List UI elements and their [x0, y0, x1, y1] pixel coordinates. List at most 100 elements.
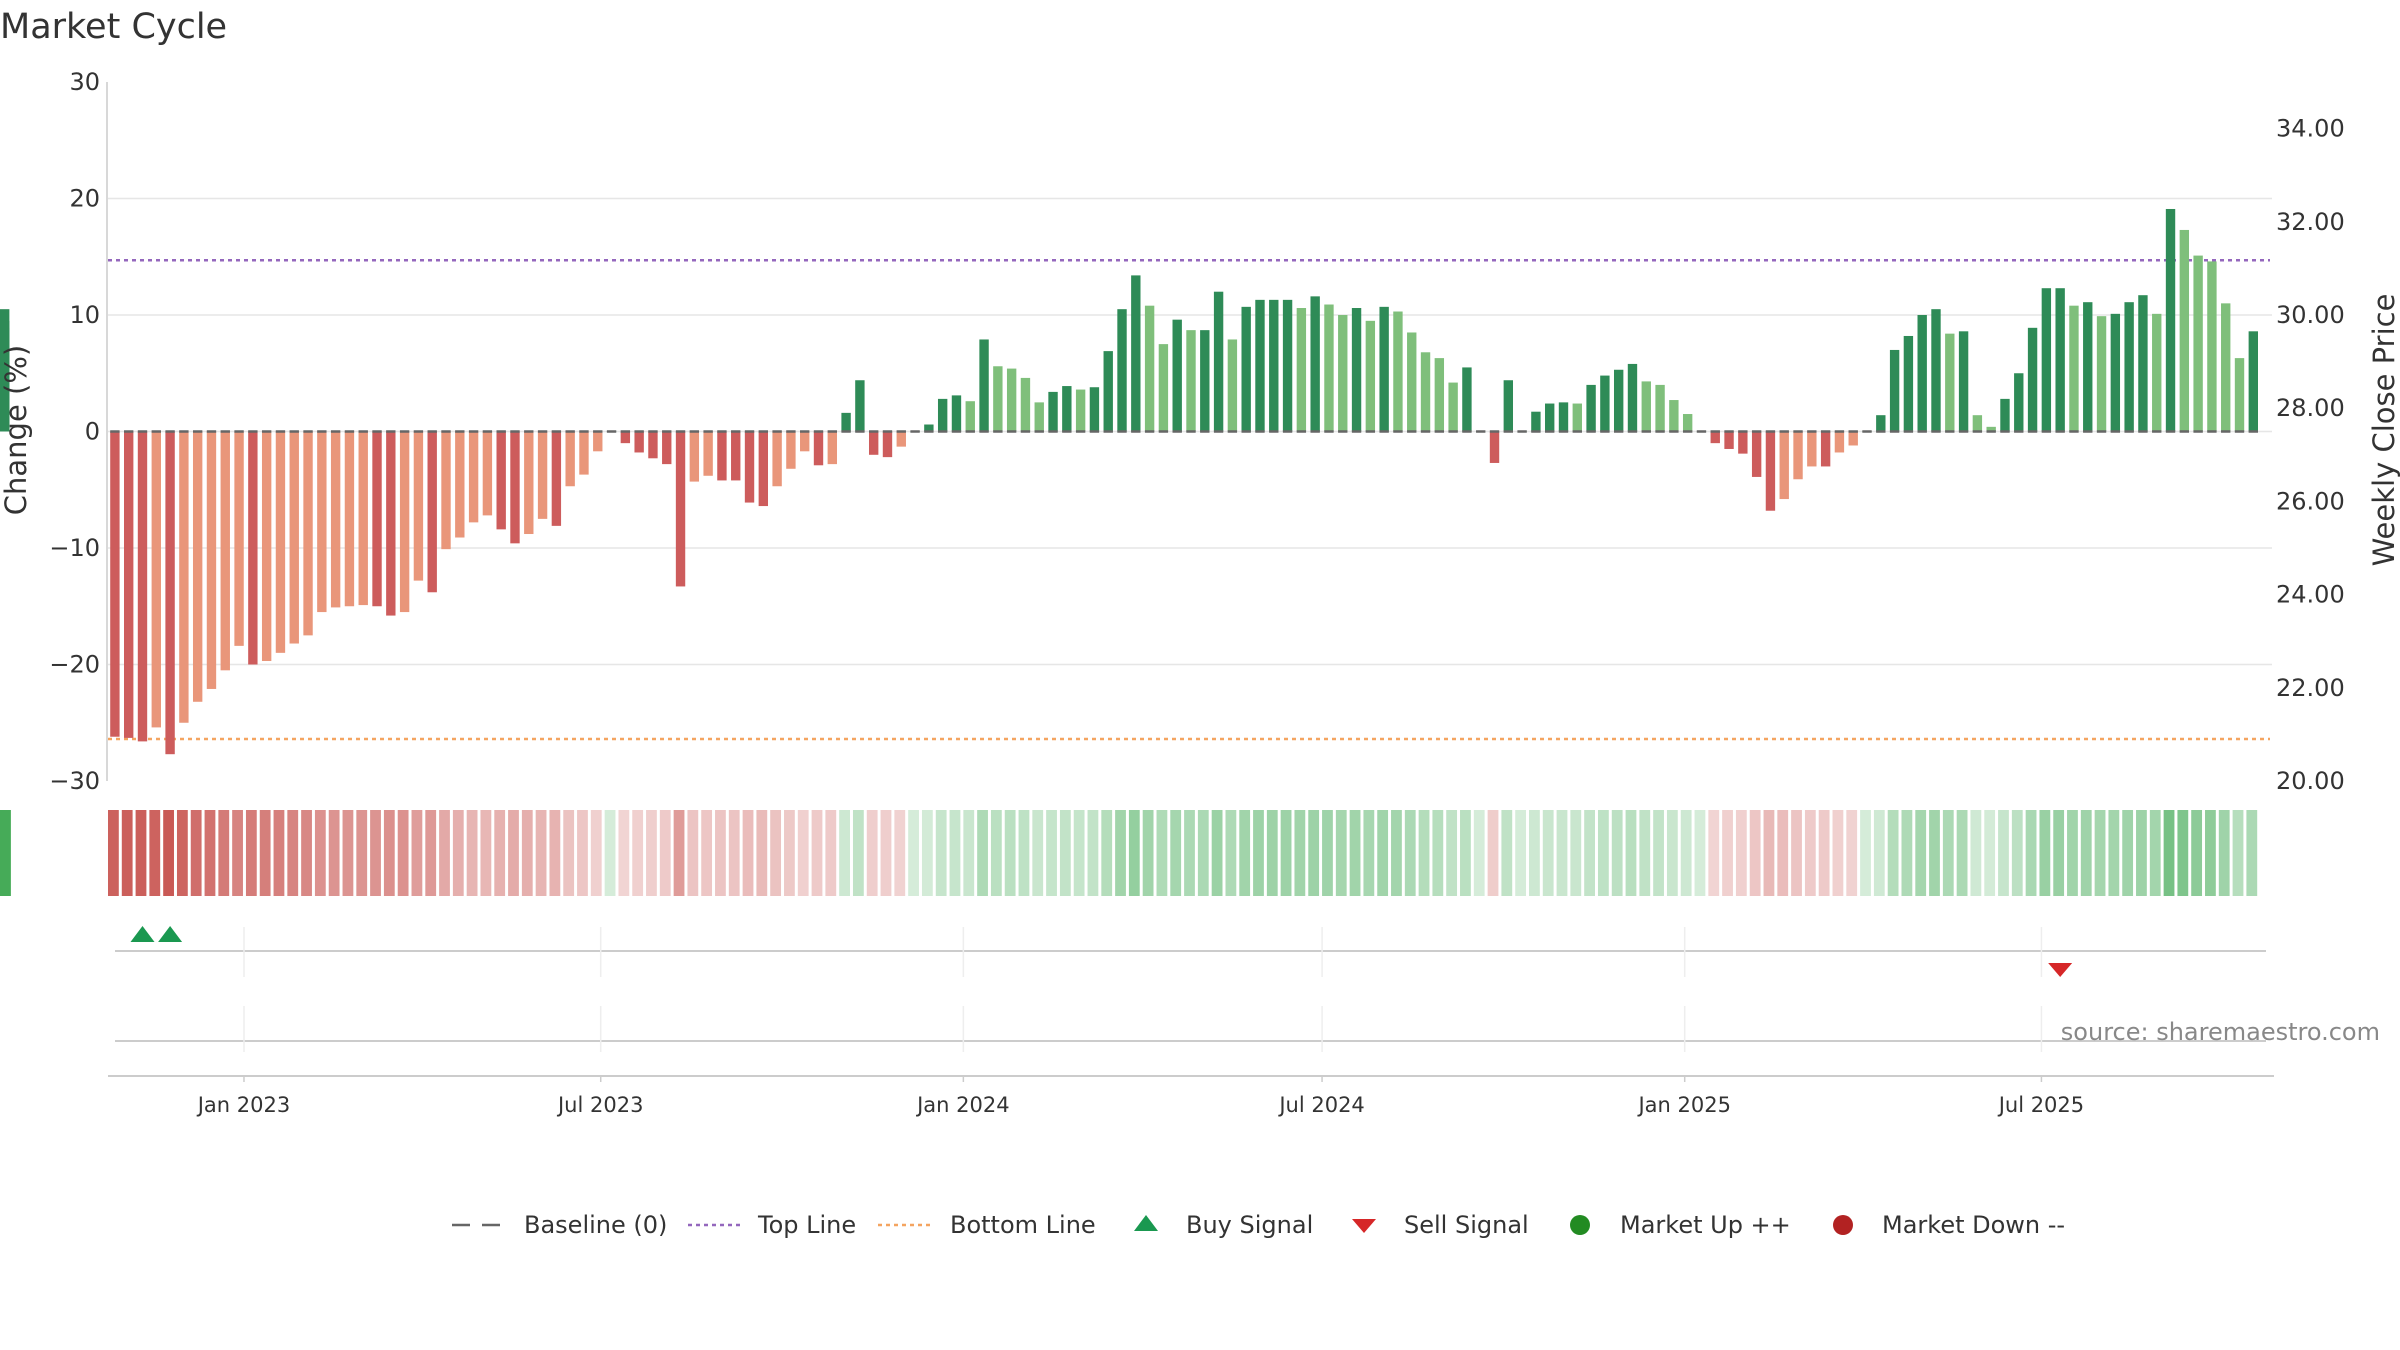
legend-label: Top Line	[757, 1211, 856, 1239]
bar	[634, 431, 644, 453]
buy-signal-marker	[130, 926, 155, 942]
heat-cell	[549, 810, 561, 896]
bar	[1324, 304, 1334, 432]
heat-cell	[521, 810, 533, 896]
heat-cell	[108, 810, 119, 896]
heat-cell	[1349, 810, 1361, 896]
heat-cell	[1804, 810, 1816, 896]
bar	[868, 431, 879, 455]
bar	[1682, 414, 1693, 432]
bar	[924, 424, 934, 432]
bar	[620, 431, 631, 444]
heat-cell	[1460, 810, 1471, 896]
bar	[1724, 431, 1734, 449]
heat-cell	[1115, 810, 1126, 896]
heat-cell	[935, 810, 947, 896]
bar	[551, 431, 562, 526]
heat-cell	[1418, 810, 1430, 896]
heat-cell	[701, 810, 713, 896]
bar	[1779, 431, 1789, 500]
bar	[1600, 375, 1610, 432]
bar	[1296, 308, 1307, 432]
bar	[1062, 386, 1072, 432]
heat-cell	[2191, 810, 2203, 896]
heat-cell	[742, 810, 754, 896]
heat-cell	[356, 810, 368, 896]
bar	[1365, 320, 1376, 432]
legend-label: Baseline (0)	[524, 1211, 667, 1239]
legend-label: Sell Signal	[1404, 1211, 1529, 1239]
y2-tick-label: 30.00	[2276, 301, 2345, 329]
y2-tick-label: 34.00	[2276, 115, 2345, 143]
bar	[1227, 339, 1238, 432]
heat-cell	[687, 810, 699, 896]
heat-cell	[1487, 810, 1499, 896]
bar	[1420, 352, 1431, 432]
heat-cell	[1211, 810, 1223, 896]
bar	[179, 431, 189, 723]
heat-cell	[1004, 810, 1016, 896]
bar	[1310, 296, 1320, 432]
heat-cell	[659, 810, 671, 896]
bar	[800, 431, 810, 452]
bar	[1986, 426, 1996, 432]
heat-cell	[1225, 810, 1237, 896]
bar	[372, 431, 382, 607]
bar	[1434, 358, 1445, 432]
bar	[2014, 373, 2024, 432]
x-tick-label: Jul 2025	[1997, 1093, 2084, 1117]
bar	[358, 431, 368, 606]
heat-cell	[866, 810, 878, 896]
heat-cell	[1984, 810, 1996, 896]
heat-cell	[1184, 810, 1195, 896]
heat-cell	[1170, 810, 1182, 896]
heat-cell	[949, 810, 961, 896]
heat-cell	[0, 810, 11, 896]
heat-cell	[1901, 810, 1913, 896]
bar	[1655, 384, 1665, 432]
bar	[2110, 313, 2121, 432]
heat-cell	[1073, 810, 1085, 896]
sell-signal-marker	[2048, 963, 2073, 977]
bar	[1213, 291, 1224, 432]
bar	[1710, 431, 1720, 444]
bar	[2124, 302, 2134, 432]
heat-cell	[2011, 810, 2023, 896]
y2-tick-label: 32.00	[2276, 208, 2345, 236]
heat-cell	[1611, 810, 1623, 896]
heat-cell	[121, 810, 133, 896]
heat-cell	[218, 810, 230, 896]
heat-cell	[1046, 810, 1057, 896]
heat-cell	[715, 810, 726, 896]
x-tick-label: Jul 2024	[1277, 1093, 1364, 1117]
heat-cell	[977, 810, 988, 896]
heat-cell	[2232, 810, 2244, 896]
heat-cell	[1708, 810, 1720, 896]
bar	[1751, 431, 1762, 477]
legend: Baseline (0) Top Line Bottom Line Buy Signa…	[452, 1211, 2065, 1239]
bar	[813, 431, 824, 466]
bar	[1765, 431, 1776, 511]
bar	[1048, 391, 1058, 432]
y2-axis-title: Weekly Close Price	[2367, 294, 2400, 567]
bar	[827, 431, 837, 465]
heat-cell	[2094, 810, 2106, 896]
bar	[137, 431, 148, 742]
bar	[1834, 431, 1845, 453]
legend-sell-swatch	[1352, 1219, 1376, 1233]
x-tick-label: Jan 2025	[1636, 1093, 1731, 1117]
bar	[2165, 208, 2176, 432]
heat-cell	[1556, 810, 1568, 896]
bar	[399, 431, 410, 613]
bar	[1379, 306, 1389, 432]
bar	[192, 431, 203, 702]
heat-cell	[1832, 810, 1844, 896]
heat-cell	[1639, 810, 1651, 896]
bar	[206, 431, 217, 689]
bar	[1807, 431, 1817, 467]
heat-cell	[1253, 810, 1264, 896]
bar	[703, 431, 713, 476]
bar	[2027, 327, 2038, 432]
bar	[1489, 431, 1500, 463]
heat-cell	[466, 810, 478, 896]
